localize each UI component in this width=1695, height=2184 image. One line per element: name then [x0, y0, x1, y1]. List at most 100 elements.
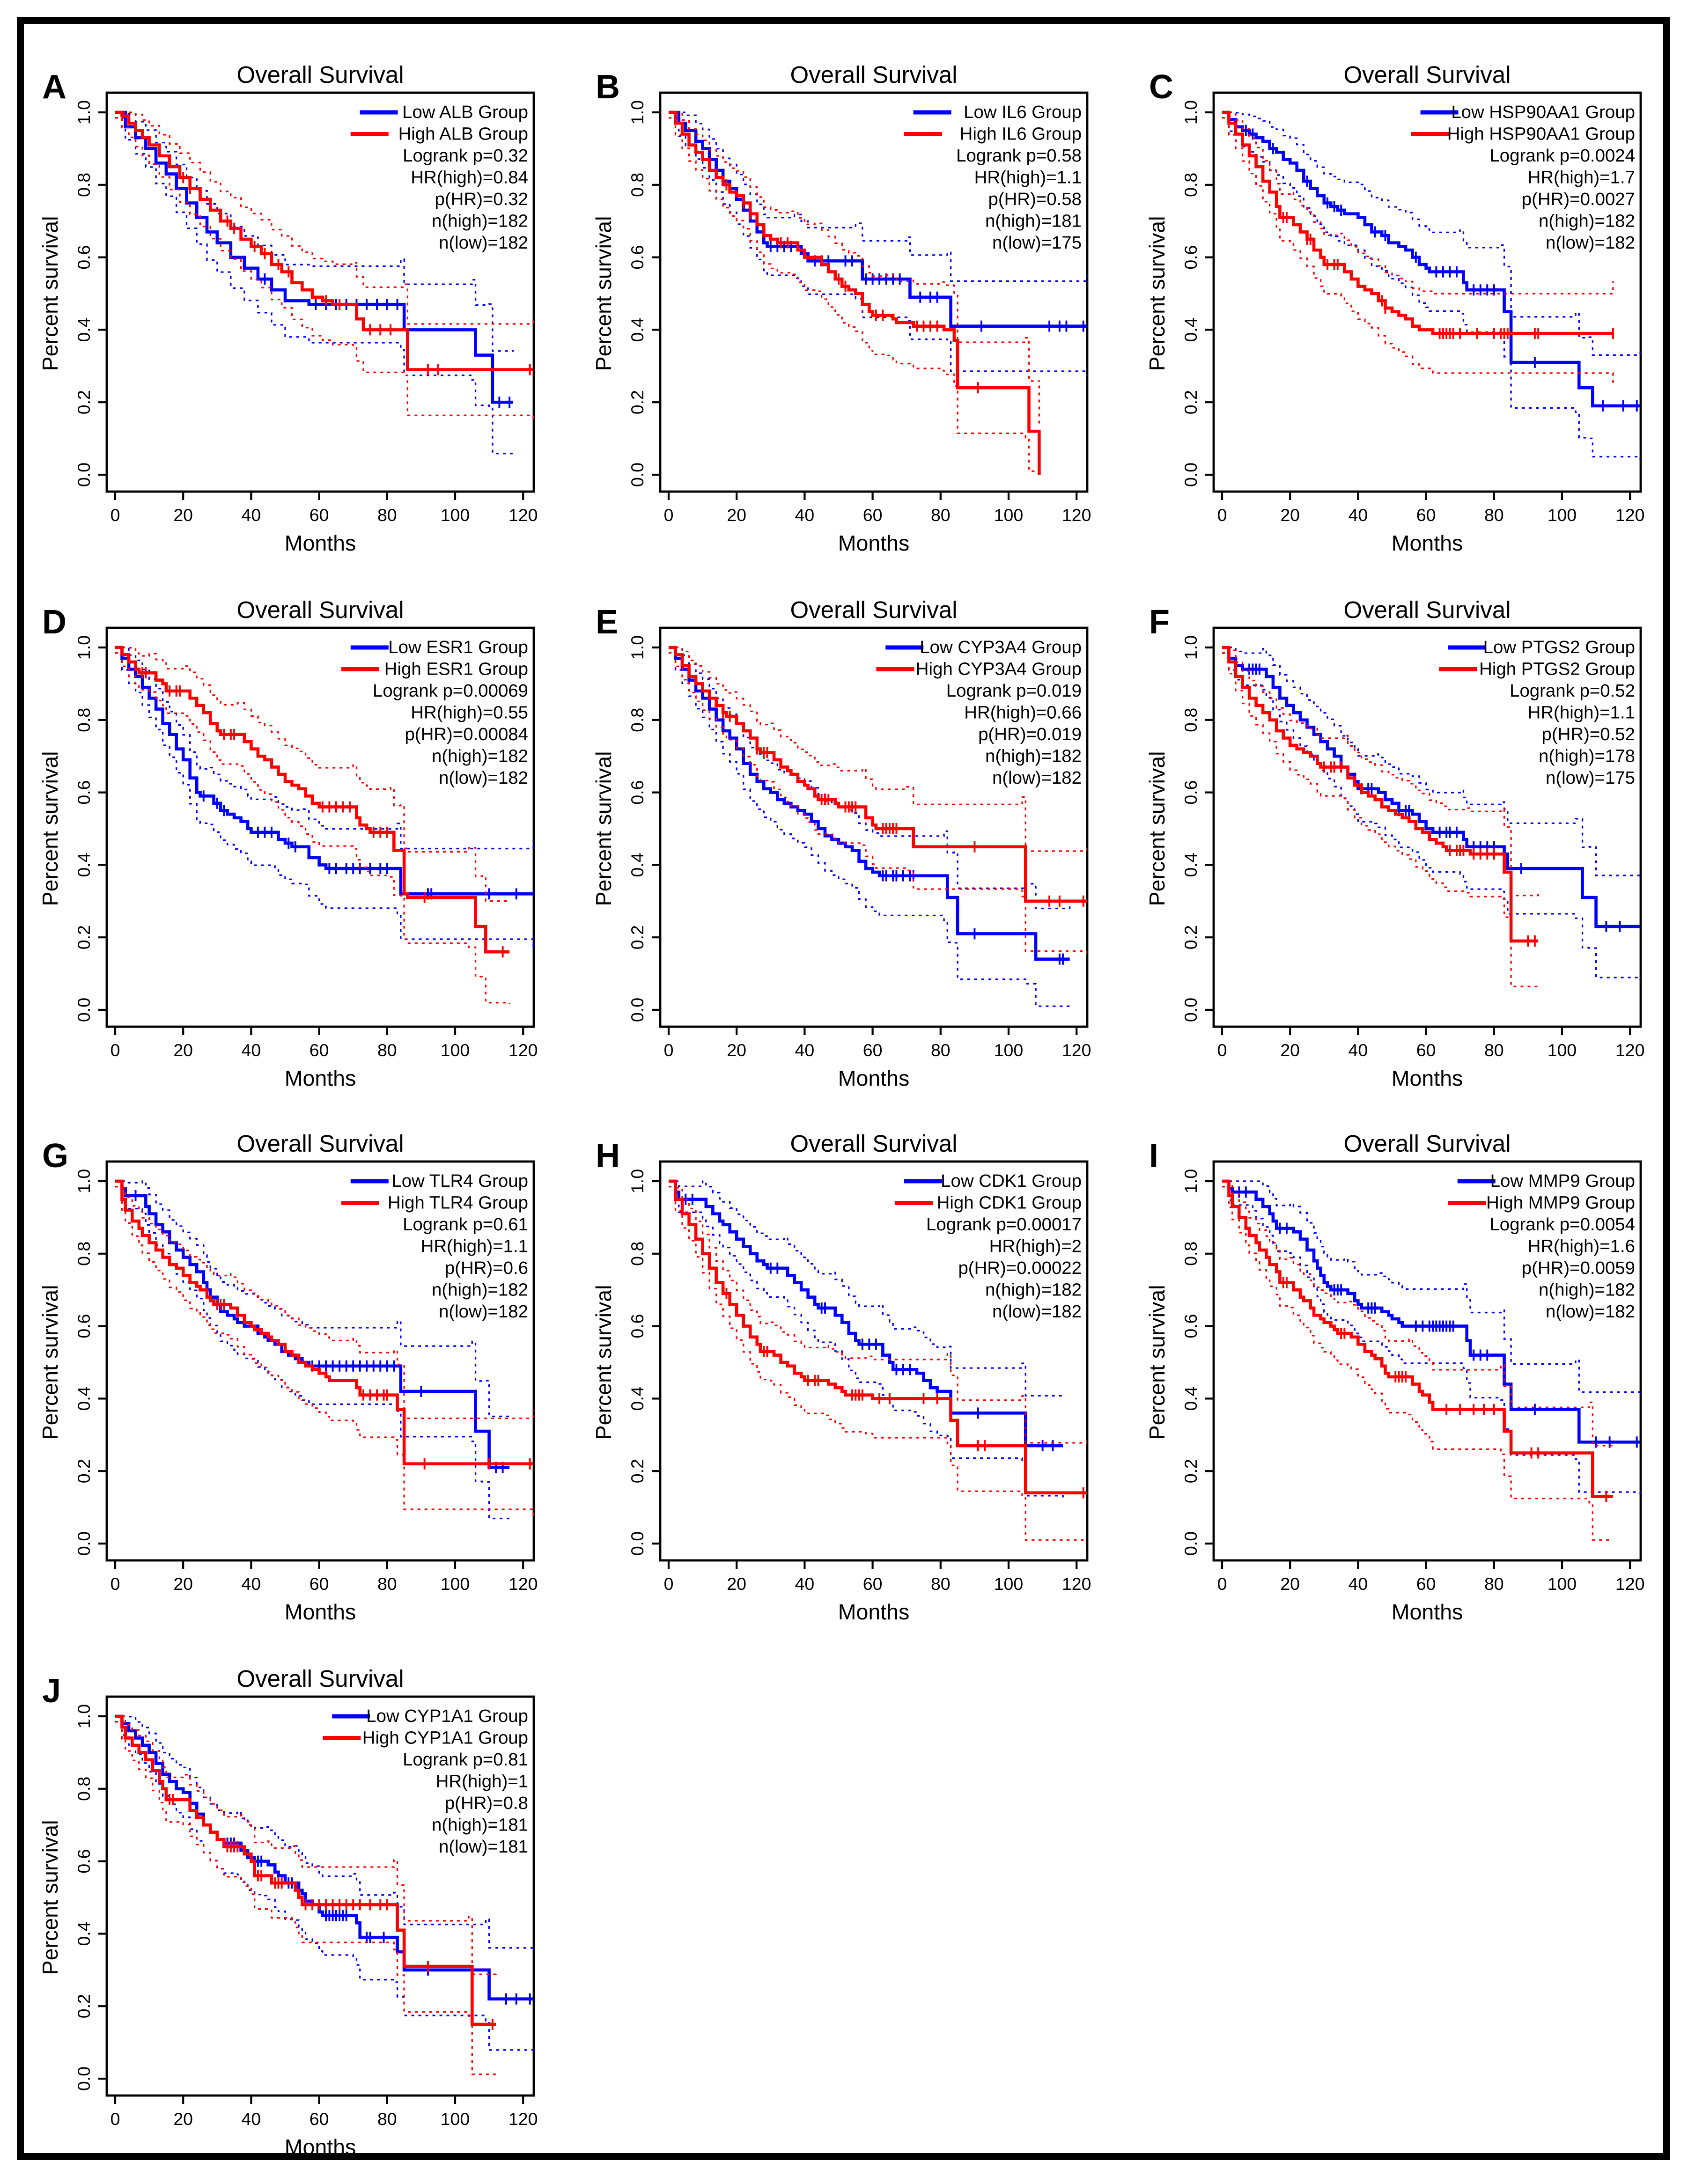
high-survival-curve — [669, 110, 1041, 475]
x-tick-label: 20 — [173, 1040, 193, 1060]
legend-label-low: Low PTGS2 Group — [1483, 637, 1635, 657]
x-tick-label: 0 — [111, 1574, 120, 1594]
curves-group — [669, 110, 1087, 475]
y-tick-label: 0.4 — [1181, 853, 1201, 877]
low-survival-curve — [1222, 110, 1640, 408]
legend-label-high: High IL6 Group — [960, 124, 1082, 144]
legend-label-high: High HSP90AA1 Group — [1447, 124, 1635, 144]
low-ci-lower — [115, 117, 514, 455]
high-ci-lower — [1222, 117, 1614, 386]
panel-G: G Overall Survival 0 20 40 60 80 100 120 0.0 0.2 0.… — [38, 1125, 593, 1647]
plot-box — [659, 91, 1089, 493]
curves-group — [669, 1179, 1087, 1541]
stat-line: p(HR)=0.52 — [1541, 724, 1635, 744]
high-ci-lower — [115, 652, 510, 1004]
stat-line: n(low)=182 — [439, 1302, 528, 1322]
low-survival-curve — [669, 646, 1070, 961]
x-tick-label: 60 — [863, 1574, 883, 1594]
y-tick-label: 0.8 — [74, 1777, 94, 1801]
y-tick-label: 0.8 — [1181, 1242, 1201, 1266]
y-tick-label: 1.0 — [627, 100, 647, 125]
high-ci-upper — [1222, 1180, 1614, 1447]
y-tick-label: 0.6 — [74, 1314, 94, 1338]
x-tick-label: 0 — [1217, 505, 1227, 525]
plot-title: Overall Survival — [1343, 596, 1511, 623]
stat-line: n(high)=178 — [1539, 746, 1635, 766]
y-tick-label: 0.2 — [627, 390, 647, 414]
km-plot-F: F Overall Survival 0 20 40 60 80 100 120 0.0 0.2 0.… — [1145, 596, 1644, 1090]
y-tick-label: 1.0 — [1181, 1169, 1201, 1193]
y-tick-label: 0.4 — [1181, 1386, 1201, 1411]
x-axis-label: Months — [285, 1066, 356, 1090]
legend-label-high: High ESR1 Group — [384, 659, 528, 679]
stat-line: HR(high)=1 — [436, 1772, 528, 1792]
y-tick-label: 0.8 — [627, 708, 647, 732]
stat-line: p(HR)=0.6 — [445, 1258, 528, 1278]
y-tick-label: 0.4 — [1181, 317, 1201, 342]
high-survival-curve — [115, 1179, 533, 1466]
legend-label-high: High CYP1A1 Group — [362, 1728, 528, 1748]
x-tick-label: 120 — [1062, 505, 1091, 525]
y-tick-label: 0.0 — [74, 463, 94, 487]
stat-line: p(HR)=0.019 — [978, 724, 1082, 744]
low-survival-curve — [1222, 646, 1640, 928]
stat-line: HR(high)=0.84 — [411, 168, 528, 188]
y-tick-label: 0.0 — [1181, 1531, 1201, 1556]
plot-box — [105, 1160, 535, 1562]
x-tick-label: 0 — [111, 2109, 120, 2129]
curves-group — [669, 646, 1087, 1007]
km-plot-H: H Overall Survival 0 20 40 60 80 100 120 0.0 0.2 0.… — [591, 1130, 1091, 1624]
panel-E: E Overall Survival 0 20 40 60 80 100 120 0.0 0.2 0.… — [591, 591, 1146, 1114]
legend-label-high: High MMP9 Group — [1486, 1193, 1635, 1213]
y-tick-label: 0.0 — [627, 998, 647, 1022]
x-tick-label: 100 — [441, 2109, 470, 2129]
stat-line: Logrank p=0.32 — [403, 146, 528, 166]
x-tick-label: 100 — [1548, 505, 1577, 525]
x-tick-label: 60 — [310, 2109, 329, 2129]
x-tick-label: 120 — [1615, 1574, 1645, 1594]
low-ci-lower — [1222, 117, 1641, 460]
plot-title: Overall Survival — [236, 596, 404, 623]
y-tick-label: 1.0 — [74, 100, 94, 125]
x-tick-label: 100 — [441, 505, 470, 525]
x-tick-label: 120 — [508, 2109, 538, 2129]
plot-box — [1212, 626, 1642, 1028]
x-tick-label: 0 — [664, 505, 674, 525]
km-plot-E: E Overall Survival 0 20 40 60 80 100 120 0.0 0.2 0.… — [591, 596, 1091, 1090]
plot-box — [105, 91, 535, 493]
low-ci-lower — [669, 652, 1070, 1007]
x-axis-label: Months — [838, 1066, 909, 1090]
stat-line: HR(high)=2 — [989, 1236, 1082, 1257]
high-survival-curve — [115, 110, 533, 371]
x-tick-label: 20 — [1280, 1574, 1300, 1594]
y-tick-label: 0.6 — [74, 245, 94, 270]
x-axis-label: Months — [285, 531, 356, 555]
stat-line: n(low)=182 — [992, 1302, 1082, 1322]
high-survival-curve — [669, 646, 1087, 903]
panel-F: F Overall Survival 0 20 40 60 80 100 120 0.0 0.2 0.… — [1145, 591, 1695, 1114]
panel-C: C Overall Survival 0 20 40 60 80 100 120 0.0 0.2 0.… — [1145, 56, 1695, 579]
high-ci-lower — [1222, 1185, 1613, 1541]
stat-line: n(low)=175 — [992, 233, 1082, 253]
panel-A: A Overall Survival 0 20 40 60 80 100 120 0.0 0.2 0.… — [38, 56, 593, 579]
x-tick-label: 0 — [111, 505, 120, 525]
x-tick-label: 80 — [931, 505, 951, 525]
high-survival-curve — [115, 646, 510, 954]
y-axis-label: Percent survival — [1146, 751, 1169, 906]
y-tick-label: 0.2 — [74, 390, 94, 414]
plot-title: Overall Survival — [236, 61, 404, 88]
stat-line: Logrank p=0.0054 — [1489, 1214, 1635, 1235]
x-tick-label: 20 — [173, 1574, 193, 1594]
legend-label-high: High ALB Group — [398, 124, 528, 144]
stat-line: Logrank p=0.81 — [403, 1750, 528, 1770]
x-tick-label: 100 — [994, 505, 1024, 525]
low-ci-lower — [1222, 652, 1641, 980]
high-survival-curve — [1222, 646, 1539, 943]
stat-line: HR(high)=1.1 — [974, 168, 1082, 188]
x-tick-label: 60 — [310, 1040, 329, 1060]
stat-line: Logrank p=0.00069 — [373, 681, 528, 701]
x-tick-label: 60 — [310, 505, 329, 525]
high-ci-lower — [115, 117, 534, 424]
stat-line: n(high)=181 — [432, 1815, 528, 1835]
x-tick-label: 40 — [1349, 1574, 1368, 1594]
